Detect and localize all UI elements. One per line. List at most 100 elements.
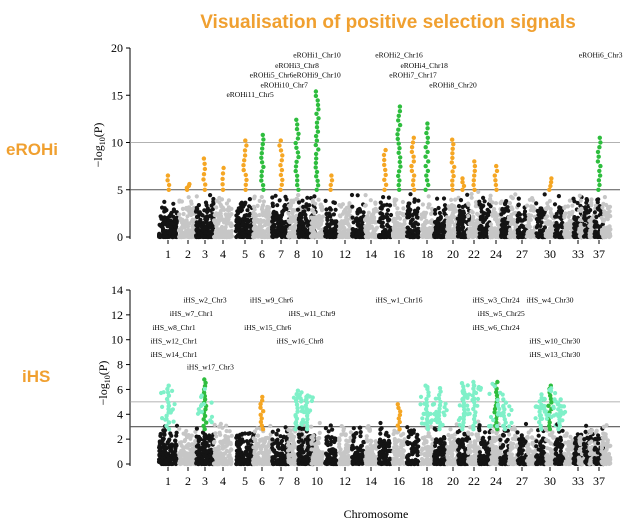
- ihs-chr-point: [189, 449, 194, 454]
- erohi-peak-point: [411, 178, 416, 183]
- erohi-chr-point: [251, 204, 256, 209]
- erohi-chr-point: [214, 224, 219, 229]
- ihs-significant-point: [199, 393, 204, 398]
- erohi-peak-point: [398, 164, 403, 169]
- erohi-chr-point: [337, 227, 342, 232]
- erohi-chr-point: [529, 234, 534, 239]
- erohi-chr-point: [305, 229, 310, 234]
- erohi-chr-point: [247, 211, 253, 216]
- erohi-chr-point: [410, 234, 415, 240]
- erohi-y-tick-label: 15: [111, 88, 123, 102]
- erohi-chr-point: [299, 212, 304, 217]
- erohi-peak-point: [259, 160, 265, 165]
- erohi-peak-point: [241, 167, 246, 173]
- erohi-chr-point: [535, 208, 540, 214]
- erohi-chr-point: [223, 217, 228, 222]
- erohi-chr-point: [262, 231, 267, 237]
- erohi-chr-point: [598, 209, 603, 214]
- erohi-x-tick-label: 7: [278, 247, 284, 261]
- ihs-chr-point: [211, 440, 217, 445]
- ihs-chr-point: [274, 438, 279, 443]
- ihs-significant-point: [169, 408, 174, 413]
- erohi-chr-point: [566, 223, 571, 228]
- erohi-chr-point: [347, 201, 352, 206]
- ihs-chr-point: [275, 444, 280, 449]
- erohi-chr-point: [548, 219, 553, 224]
- erohi-chr-point: [328, 229, 333, 234]
- erohi-peak-point: [460, 176, 465, 181]
- erohi-chr-point: [225, 207, 230, 212]
- erohi-chr-point: [164, 208, 169, 213]
- erohi-peak-point: [244, 143, 249, 148]
- erohi-peak-point: [425, 121, 430, 126]
- erohi-chr-point: [286, 211, 291, 216]
- erohi-chr-point: [337, 213, 342, 218]
- erohi-chr-point: [578, 198, 583, 203]
- erohi-peak-annotation: eROHi9_Chr10: [293, 70, 341, 79]
- erohi-peak-point: [295, 122, 300, 127]
- ihs-chr-point: [270, 442, 275, 447]
- erohi-peak-point: [548, 183, 553, 189]
- erohi-chr-point: [331, 212, 336, 217]
- erohi-chr-point: [371, 216, 376, 221]
- erohi-chr-point: [583, 218, 588, 223]
- erohi-chr-point: [579, 206, 584, 211]
- erohi-peak-annotation: eROHi5_Chr6: [250, 70, 294, 79]
- erohi-chr-point: [365, 228, 370, 234]
- erohi-peak-point: [279, 158, 284, 163]
- erohi-chr-point: [286, 234, 291, 239]
- ihs-chr-point: [273, 451, 279, 456]
- erohi-peak-annotation: eROHi3_Chr8: [275, 61, 319, 70]
- ihs-chr-point: [166, 456, 171, 461]
- erohi-chr-point: [477, 224, 482, 229]
- erohi-chr-point: [279, 228, 284, 233]
- erohi-chr-point: [255, 203, 260, 208]
- erohi-chr-point: [531, 228, 536, 234]
- erohi-chr-point: [350, 231, 355, 236]
- ihs-chr-point: [258, 447, 264, 452]
- erohi-peak-point: [492, 173, 497, 178]
- erohi-peak-annotation: eROHi6_Chr37: [579, 50, 623, 59]
- erohi-chr-point: [167, 231, 172, 236]
- ihs-chr-point: [252, 449, 257, 454]
- erohi-peak-point: [220, 187, 226, 192]
- ihs-chr-point: [254, 441, 259, 447]
- erohi-chr-point: [605, 206, 611, 211]
- erohi-chr-point: [277, 223, 282, 228]
- erohi-chr-point: [380, 224, 385, 229]
- erohi-chr-point: [453, 222, 458, 227]
- ihs-chr-point: [265, 444, 270, 449]
- erohi-chr-point: [592, 231, 597, 236]
- erohi-chr-point: [471, 214, 476, 219]
- erohi-chr-point: [257, 198, 262, 203]
- erohi-chr-point: [478, 215, 483, 220]
- ihs-significant-point: [161, 390, 166, 395]
- erohi-chr-point: [311, 200, 316, 205]
- erohi-peak-point: [315, 183, 321, 188]
- erohi-peak-point: [597, 135, 602, 140]
- erohi-chr-point: [180, 217, 185, 222]
- erohi-chr-point: [507, 217, 512, 222]
- erohi-chr-point: [201, 227, 206, 232]
- ihs-chr-point: [239, 440, 244, 445]
- erohi-peak-point: [187, 181, 192, 187]
- erohi-peak-point: [295, 182, 300, 188]
- erohi-peak-point: [460, 180, 465, 185]
- erohi-chr-point: [457, 234, 462, 239]
- erohi-chr-point: [456, 225, 461, 230]
- erohi-peak-point: [201, 156, 207, 161]
- erohi-chr-point: [327, 224, 332, 229]
- erohi-chr-point: [437, 234, 442, 239]
- erohi-peak-point: [596, 178, 602, 183]
- erohi-chr-point: [198, 217, 203, 222]
- erohi-peak-point: [296, 154, 301, 160]
- erohi-chr-point: [522, 212, 527, 217]
- ihs-chr-point: [183, 452, 188, 457]
- ihs-chr-point: [182, 439, 187, 444]
- erohi-chr-point: [547, 234, 552, 239]
- erohi-chr-point: [402, 221, 407, 227]
- erohi-x-tick-label: 33: [572, 247, 584, 261]
- erohi-chr-point: [542, 192, 547, 197]
- erohi-chr-point: [416, 206, 421, 211]
- ihs-chr-point: [291, 456, 296, 461]
